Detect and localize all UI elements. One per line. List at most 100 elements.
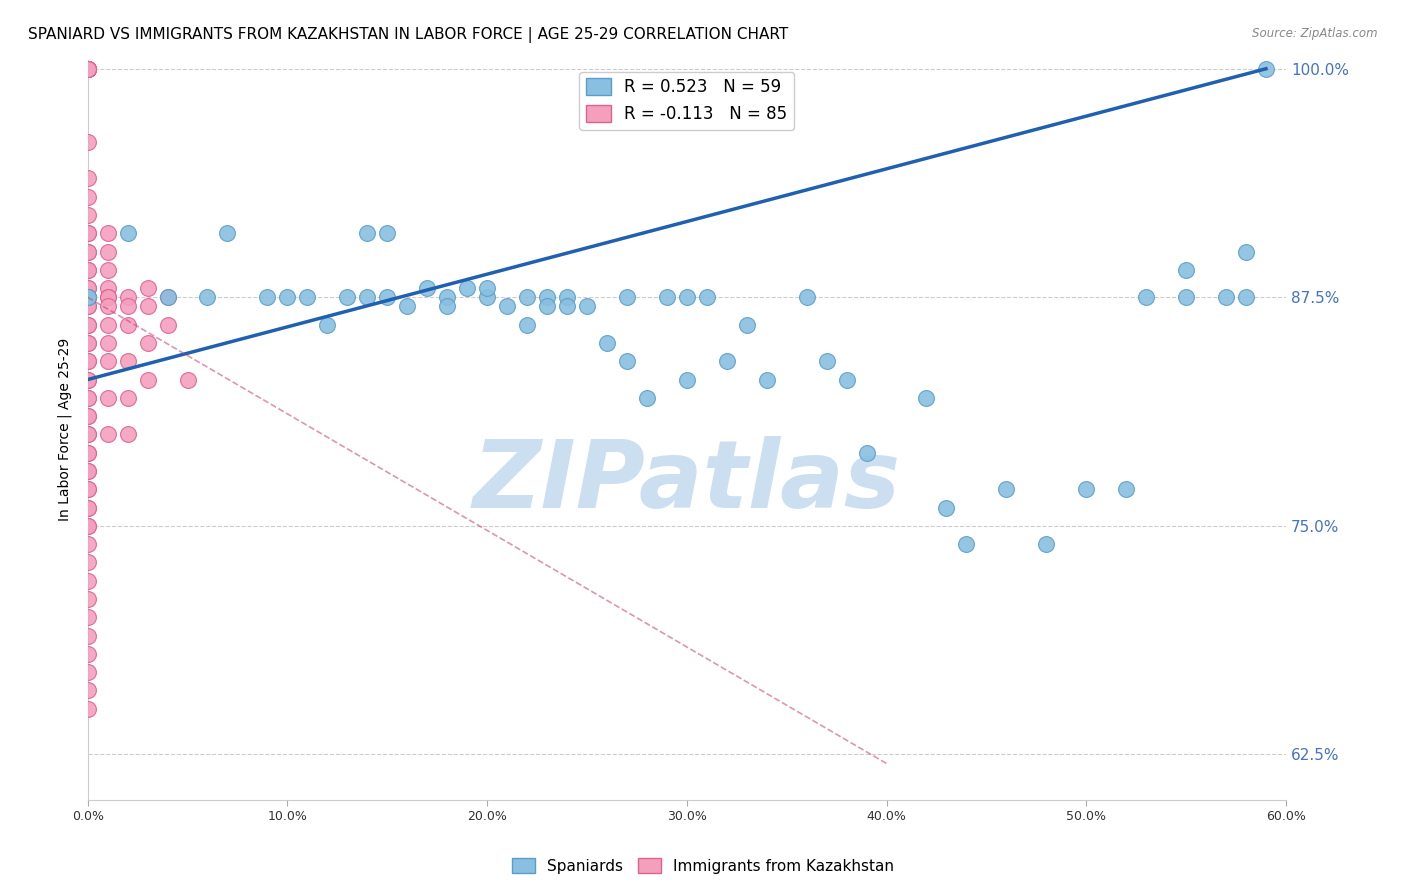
Point: [76, 574, 98, 588]
Point: [336, 290, 359, 304]
Legend: R = 0.523   N = 59, R = -0.113   N = 85: R = 0.523 N = 59, R = -0.113 N = 85: [579, 71, 794, 129]
Point: [636, 391, 658, 405]
Point: [596, 336, 619, 351]
Point: [616, 290, 638, 304]
Point: [375, 290, 398, 304]
Point: [436, 300, 458, 314]
Point: [76, 354, 98, 368]
Point: [76, 373, 98, 387]
Point: [156, 318, 179, 332]
Point: [675, 290, 697, 304]
Point: [76, 62, 98, 76]
Point: [475, 290, 498, 304]
Point: [97, 290, 120, 304]
Point: [555, 290, 578, 304]
Point: [76, 227, 98, 241]
Point: [516, 290, 538, 304]
Point: [197, 290, 219, 304]
Point: [995, 482, 1018, 496]
Point: [76, 62, 98, 76]
Point: [76, 628, 98, 642]
Point: [76, 263, 98, 277]
Point: [76, 445, 98, 459]
Point: [1234, 244, 1257, 259]
Point: [76, 135, 98, 149]
Point: [76, 500, 98, 515]
Text: SPANIARD VS IMMIGRANTS FROM KAZAKHSTAN IN LABOR FORCE | AGE 25-29 CORRELATION CH: SPANIARD VS IMMIGRANTS FROM KAZAKHSTAN I…: [28, 27, 789, 43]
Point: [76, 518, 98, 533]
Point: [716, 354, 738, 368]
Point: [76, 482, 98, 496]
Point: [76, 373, 98, 387]
Point: [815, 354, 838, 368]
Point: [496, 300, 519, 314]
Point: [97, 336, 120, 351]
Point: [76, 244, 98, 259]
Text: Source: ZipAtlas.com: Source: ZipAtlas.com: [1253, 27, 1378, 40]
Point: [76, 281, 98, 295]
Point: [755, 373, 778, 387]
Point: [76, 263, 98, 277]
Point: [1115, 482, 1137, 496]
Point: [97, 281, 120, 295]
Point: [1175, 263, 1198, 277]
Point: [675, 373, 697, 387]
Point: [555, 300, 578, 314]
Point: [97, 227, 120, 241]
Point: [97, 354, 120, 368]
Point: [136, 300, 159, 314]
Point: [136, 281, 159, 295]
Point: [76, 427, 98, 442]
Point: [1175, 290, 1198, 304]
Point: [117, 300, 139, 314]
Point: [1234, 290, 1257, 304]
Point: [97, 427, 120, 442]
Point: [217, 227, 239, 241]
Point: [1254, 62, 1277, 76]
Point: [76, 683, 98, 698]
Point: [76, 190, 98, 204]
Point: [76, 62, 98, 76]
Point: [76, 464, 98, 478]
Point: [536, 300, 558, 314]
Point: [76, 482, 98, 496]
Point: [76, 62, 98, 76]
Point: [915, 391, 938, 405]
Point: [735, 318, 758, 332]
Point: [97, 244, 120, 259]
Point: [76, 300, 98, 314]
Point: [76, 391, 98, 405]
Point: [76, 62, 98, 76]
Point: [136, 336, 159, 351]
Point: [97, 263, 120, 277]
Point: [76, 281, 98, 295]
Point: [955, 537, 977, 551]
Point: [76, 318, 98, 332]
Point: [276, 290, 298, 304]
Point: [1076, 482, 1098, 496]
Point: [76, 62, 98, 76]
Point: [76, 391, 98, 405]
Point: [76, 227, 98, 241]
Point: [256, 290, 278, 304]
Point: [156, 290, 179, 304]
Point: [117, 427, 139, 442]
Point: [76, 62, 98, 76]
Legend: Spaniards, Immigrants from Kazakhstan: Spaniards, Immigrants from Kazakhstan: [506, 852, 900, 880]
Point: [76, 427, 98, 442]
Point: [456, 281, 478, 295]
Point: [655, 290, 678, 304]
Point: [436, 290, 458, 304]
Point: [97, 290, 120, 304]
Point: [316, 318, 339, 332]
Point: [616, 354, 638, 368]
Point: [416, 281, 439, 295]
Point: [117, 391, 139, 405]
Point: [76, 244, 98, 259]
Point: [396, 300, 419, 314]
Point: [575, 300, 598, 314]
Point: [76, 62, 98, 76]
Point: [156, 290, 179, 304]
Point: [935, 500, 957, 515]
Point: [76, 647, 98, 661]
